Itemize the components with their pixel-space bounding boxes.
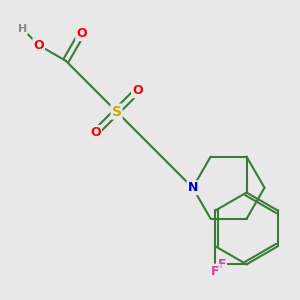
Text: H: H bbox=[18, 24, 27, 34]
Text: O: O bbox=[76, 27, 87, 40]
Text: F: F bbox=[211, 265, 220, 278]
Text: F: F bbox=[218, 258, 226, 271]
Text: S: S bbox=[112, 105, 122, 118]
Text: O: O bbox=[33, 39, 44, 52]
Text: O: O bbox=[132, 84, 142, 97]
Text: N: N bbox=[188, 181, 198, 194]
Text: O: O bbox=[91, 126, 101, 139]
